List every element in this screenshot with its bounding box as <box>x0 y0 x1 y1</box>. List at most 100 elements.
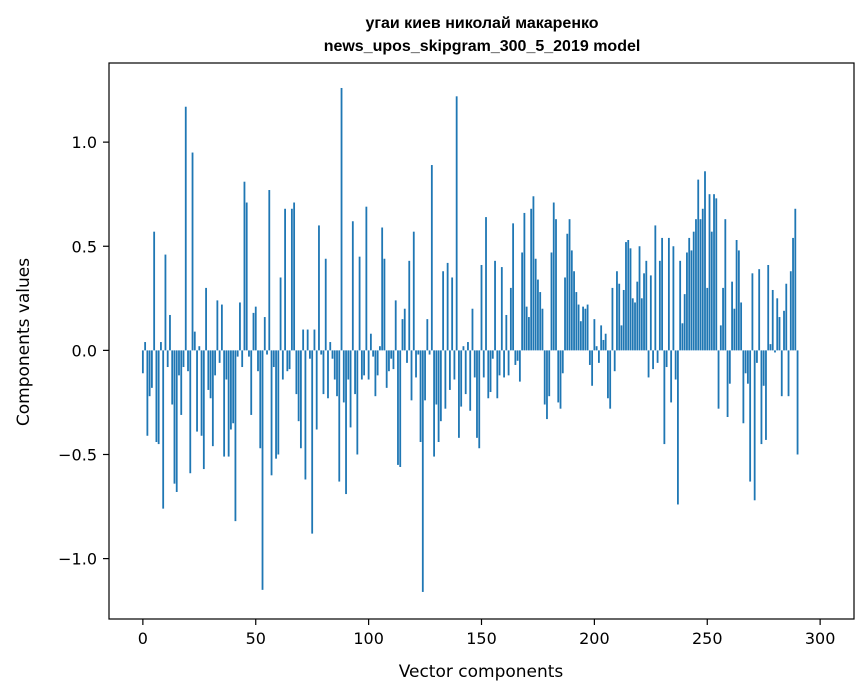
bar-188 <box>566 233 569 351</box>
y-axis-label: Components values <box>14 258 34 426</box>
bar-95 <box>356 350 359 455</box>
bar-34 <box>218 350 221 363</box>
bar-192 <box>575 292 578 351</box>
bar-263 <box>735 240 738 351</box>
bar-25 <box>198 346 201 351</box>
bar-204 <box>602 339 605 351</box>
bar-27 <box>202 350 205 470</box>
bar-287 <box>789 271 792 351</box>
bar-205 <box>604 333 607 351</box>
bar-110 <box>390 350 393 359</box>
bar-283 <box>780 350 783 397</box>
bar-82 <box>327 350 329 399</box>
bar-126 <box>426 319 429 351</box>
bar-286 <box>787 350 790 397</box>
bar-57 <box>270 350 273 476</box>
bar-194 <box>579 321 582 351</box>
bar-139 <box>455 96 458 351</box>
bar-233 <box>667 237 670 351</box>
bar-228 <box>656 350 659 363</box>
bar-250 <box>706 287 709 351</box>
bar-88 <box>340 87 343 351</box>
bar-174 <box>534 258 537 351</box>
bar-179 <box>546 350 548 420</box>
bar-245 <box>695 219 697 351</box>
bar-106 <box>381 227 384 351</box>
x-axis: 0 50 100 150 200 250 300 <box>138 619 835 648</box>
bar-89 <box>342 350 345 403</box>
bar-11 <box>166 350 169 368</box>
bar-30 <box>209 350 212 399</box>
bar-154 <box>489 350 492 393</box>
bar-252 <box>710 231 713 351</box>
bar-20 <box>187 350 189 372</box>
bar-189 <box>568 219 571 351</box>
bar-275 <box>762 350 765 386</box>
bar-140 <box>458 350 460 438</box>
bar-74 <box>309 350 311 359</box>
bar-178 <box>543 350 546 405</box>
bar-84 <box>331 350 334 359</box>
bar-231 <box>663 350 666 445</box>
bar-17 <box>180 350 183 415</box>
bar-5 <box>153 231 156 351</box>
bar-85 <box>333 350 336 380</box>
bar-247 <box>699 219 702 351</box>
bar-257 <box>722 287 724 351</box>
bar-62 <box>281 350 284 380</box>
bar-156 <box>494 260 496 351</box>
bar-268 <box>746 350 749 384</box>
bar-69 <box>297 350 300 422</box>
bar-103 <box>374 350 377 397</box>
bar-206 <box>607 350 609 399</box>
bar-96 <box>358 256 361 351</box>
bar-99 <box>365 206 368 351</box>
bar-146 <box>471 308 474 351</box>
bar-213 <box>622 289 625 351</box>
bar-164 <box>512 223 515 351</box>
bar-244 <box>692 231 695 351</box>
bar-197 <box>586 304 589 351</box>
bar-70 <box>299 350 302 449</box>
bar-102 <box>372 350 375 357</box>
bar-121 <box>415 350 417 378</box>
bar-2 <box>146 350 149 436</box>
x-tick-label: 50 <box>246 629 266 648</box>
bar-37 <box>225 350 228 380</box>
bar-160 <box>503 350 505 378</box>
bar-202 <box>597 350 600 363</box>
bar-127 <box>428 350 431 355</box>
bar-269 <box>749 350 752 482</box>
bar-147 <box>473 350 476 378</box>
bar-145 <box>469 350 472 411</box>
bar-1 <box>144 342 147 351</box>
bar-234 <box>670 350 673 403</box>
bar-63 <box>284 208 286 351</box>
bar-249 <box>704 171 706 351</box>
bar-83 <box>329 342 332 351</box>
bar-26 <box>200 350 203 436</box>
bar-223 <box>645 260 648 351</box>
bar-208 <box>611 287 614 351</box>
bar-67 <box>293 202 296 351</box>
bar-28 <box>205 287 207 351</box>
bar-152 <box>485 217 487 351</box>
bar-49 <box>252 312 255 351</box>
bar-52 <box>259 350 262 449</box>
bar-107 <box>383 258 386 351</box>
bar-168 <box>521 252 524 351</box>
bar-267 <box>744 350 747 374</box>
bar-105 <box>379 346 381 351</box>
bar-180 <box>548 350 551 397</box>
bar-279 <box>771 289 774 351</box>
x-tick-label: 200 <box>579 629 610 648</box>
bar-64 <box>286 350 289 372</box>
bar-183 <box>555 219 557 351</box>
bar-58 <box>272 350 275 368</box>
bar-173 <box>532 196 535 351</box>
bar-170 <box>525 306 528 351</box>
bar-162 <box>507 350 510 376</box>
bar-119 <box>410 350 413 401</box>
bar-217 <box>631 298 634 351</box>
bar-224 <box>647 350 650 378</box>
